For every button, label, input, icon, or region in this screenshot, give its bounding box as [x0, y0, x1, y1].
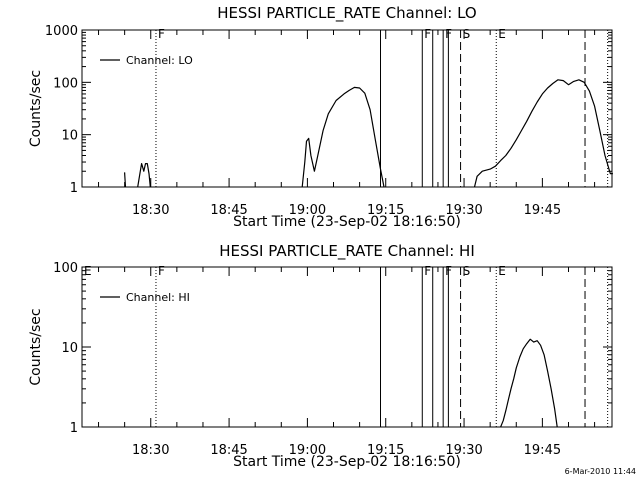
- x-tick-label: 19:45: [524, 443, 561, 458]
- x-tick-label: 18:45: [210, 203, 247, 218]
- data-line: [500, 338, 558, 428]
- flag-label: E: [84, 264, 92, 278]
- y-axis-label: Counts/sec: [28, 308, 44, 385]
- legend-label: Channel: HI: [126, 291, 190, 304]
- flag-label: F: [158, 27, 165, 41]
- y-tick-label: 1: [70, 181, 78, 196]
- y-axis-label: Counts/sec: [28, 70, 44, 147]
- data-line: [124, 172, 127, 188]
- flag-label: S: [463, 27, 471, 41]
- data-line: [473, 79, 613, 188]
- flag-label: F: [424, 27, 431, 41]
- chart-title: HESSI PARTICLE_RATE Channel: LO: [217, 4, 476, 23]
- y-tick-label: 1000: [45, 24, 78, 39]
- flag-label: E: [498, 264, 506, 278]
- flag-label: S: [463, 264, 471, 278]
- x-tick-label: 19:30: [445, 443, 482, 458]
- footer-timestamp: 6-Mar-2010 11:44: [565, 467, 636, 476]
- data-line: [301, 86, 385, 188]
- x-tick-label: 19:00: [289, 203, 326, 218]
- x-tick-label: 19:15: [367, 443, 404, 458]
- x-axis-label: Start Time (23-Sep-02 18:16:50): [233, 454, 461, 470]
- x-axis-label: Start Time (23-Sep-02 18:16:50): [233, 214, 461, 230]
- data-line: [137, 163, 151, 188]
- x-tick-label: 19:00: [289, 443, 326, 458]
- flag-label: F: [424, 264, 431, 278]
- x-tick-label: 19:15: [367, 203, 404, 218]
- chart-title: HESSI PARTICLE_RATE Channel: HI: [219, 242, 475, 261]
- x-tick-label: 18:30: [132, 203, 169, 218]
- x-tick-label: 19:30: [445, 203, 482, 218]
- x-tick-label: 18:45: [210, 443, 247, 458]
- y-tick-label: 1: [70, 421, 78, 436]
- flag-label: F: [158, 264, 165, 278]
- y-tick-label: 10: [61, 129, 78, 144]
- y-tick-label: 100: [53, 261, 78, 276]
- x-tick-label: 19:45: [524, 203, 561, 218]
- y-tick-label: 10: [61, 341, 78, 356]
- legend-label: Channel: LO: [126, 54, 193, 67]
- x-tick-label: 18:30: [132, 443, 169, 458]
- plot-frame: [81, 29, 613, 188]
- y-tick-label: 100: [53, 76, 78, 91]
- flag-label: E: [498, 27, 506, 41]
